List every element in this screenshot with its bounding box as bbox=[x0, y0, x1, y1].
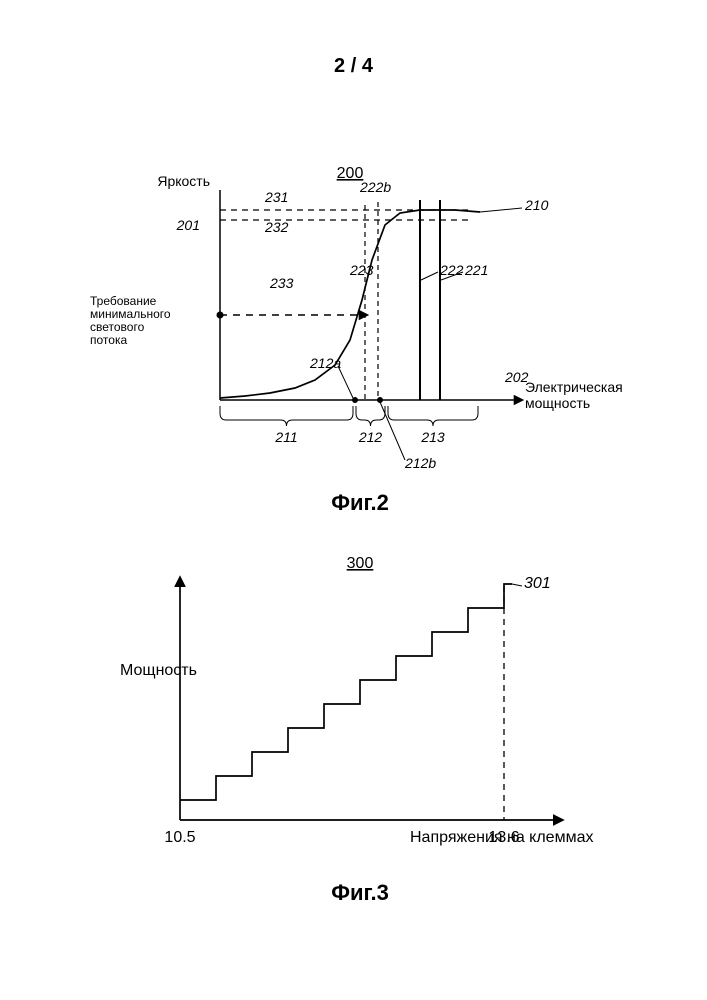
figure-2: 200ЯркостьТребованиеминимальногосветовог… bbox=[60, 160, 660, 480]
callout-232: 232 bbox=[264, 219, 289, 235]
callout-233: 233 bbox=[269, 275, 294, 291]
callout-221: 221 bbox=[464, 262, 488, 278]
callout-301: 301 bbox=[524, 575, 551, 592]
callout-211: 211 bbox=[274, 429, 297, 445]
callout-222b: 222b bbox=[359, 179, 391, 195]
callout-212a: 212a bbox=[309, 355, 341, 371]
callout-202: 202 bbox=[504, 369, 529, 385]
fig3-id: 300 bbox=[347, 555, 374, 572]
fig3-x-label: Напряжения на клеммах bbox=[410, 829, 593, 846]
req-label: потока bbox=[90, 333, 127, 347]
step-line-301 bbox=[180, 584, 512, 800]
callout-201: 201 bbox=[176, 217, 200, 233]
figure-2-caption: Фиг.2 bbox=[60, 490, 660, 516]
figure-3: 300Мощность30110.513.6Напряжения на клем… bbox=[60, 550, 660, 870]
callout-212: 212 bbox=[358, 429, 383, 445]
callout-212b: 212b bbox=[404, 455, 436, 471]
figure-3-caption: Фиг.3 bbox=[60, 880, 660, 906]
page-number: 2 / 4 bbox=[0, 55, 707, 78]
fig3-y-label: Мощность bbox=[120, 662, 197, 679]
req-dot bbox=[217, 312, 224, 319]
callout-213: 213 bbox=[420, 429, 445, 445]
callout-223: 223 bbox=[349, 262, 374, 278]
fig2-y-label: Яркость bbox=[157, 173, 210, 189]
callout-222: 222 bbox=[439, 262, 464, 278]
req-label: минимального bbox=[90, 307, 171, 321]
callout-231: 231 bbox=[264, 189, 288, 205]
fig2-x-label-1: Электрическая bbox=[525, 379, 623, 395]
callout-210: 210 bbox=[524, 197, 549, 213]
xtick-min: 10.5 bbox=[164, 829, 195, 846]
req-label: светового bbox=[90, 320, 145, 334]
fig2-x-label-2: мощность bbox=[525, 395, 590, 411]
req-label: Требование bbox=[90, 294, 157, 308]
